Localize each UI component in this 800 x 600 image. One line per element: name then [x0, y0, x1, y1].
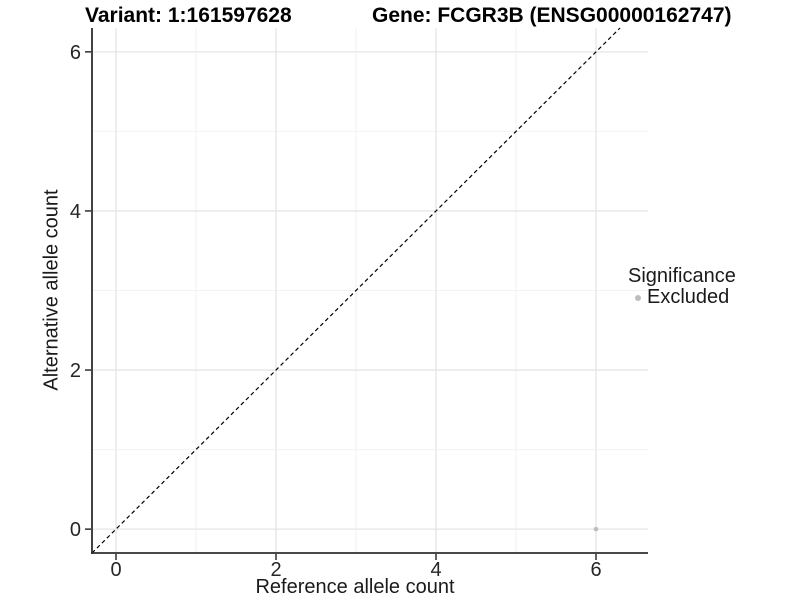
x-axis-title: Reference allele count	[255, 576, 455, 598]
x-tick-label: 0	[110, 559, 121, 581]
legend-point-icon	[634, 294, 641, 301]
x-tick-label: 6	[590, 559, 601, 581]
identity-line	[91, 27, 621, 554]
legend-entry-excluded: Excluded	[628, 287, 736, 308]
y-tick-label: 4	[70, 201, 81, 223]
y-tick-label: 0	[70, 519, 81, 541]
y-tick-label: 6	[70, 42, 81, 64]
y-axis-title: Alternative allele count	[40, 189, 63, 391]
data-point-excluded	[593, 526, 599, 532]
x-tick-label: 2	[270, 559, 281, 581]
gene-title: Gene: FCGR3B (ENSG00000162747)	[372, 4, 732, 27]
y-tick-label: 2	[70, 360, 81, 382]
variant-title: Variant: 1:161597628	[85, 4, 292, 27]
legend: Significance Excluded	[628, 266, 736, 308]
legend-entry-label: Excluded	[647, 286, 730, 308]
legend-key	[628, 294, 647, 301]
legend-title: Significance	[628, 265, 736, 287]
x-tick-label: 4	[430, 559, 441, 581]
